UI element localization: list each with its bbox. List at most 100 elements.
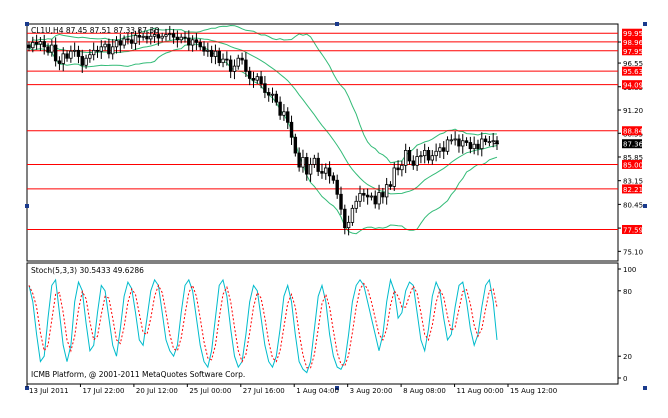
time-tick-label: 8 Aug 08:00	[403, 387, 446, 395]
candle-body	[69, 50, 73, 59]
candle-body	[392, 167, 396, 187]
current-price-label: 87.36	[623, 141, 644, 149]
time-tick-label: 3 Aug 20:00	[350, 387, 393, 395]
candle-body	[316, 157, 320, 172]
candle-body	[38, 41, 43, 45]
level-label: 85.00	[623, 161, 643, 169]
candle-body	[324, 167, 328, 174]
candle-body	[244, 59, 248, 72]
candle-body	[411, 160, 415, 166]
candle-body	[145, 35, 149, 40]
candle-body	[301, 157, 305, 168]
candle-body	[491, 140, 495, 143]
candle-body	[209, 49, 214, 57]
candle-body	[160, 35, 164, 39]
candle-body	[149, 35, 153, 40]
bollinger-lower	[28, 43, 498, 235]
stochastic-signal-line	[28, 282, 498, 369]
candle-body	[168, 33, 172, 36]
candle-body	[423, 149, 427, 157]
candle-body	[377, 192, 381, 205]
candle-body	[286, 111, 290, 123]
candle-body	[198, 42, 202, 48]
level-label-bg	[622, 46, 642, 56]
candle-body	[251, 78, 256, 81]
time-tick-label: 13 Jul 2011	[29, 387, 69, 395]
candle-body	[95, 49, 100, 52]
candle-body	[457, 138, 461, 147]
stochastic-header: Stoch(5,3,3) 30.5433 49.6286	[31, 266, 144, 275]
candle-body	[111, 46, 115, 55]
bollinger-bands	[28, 24, 498, 235]
copyright-text: ICMB Platform, @ 2001-2011 MetaQuotes So…	[31, 370, 245, 379]
candle-body	[61, 53, 65, 64]
candle-body	[434, 150, 438, 157]
candle-body	[362, 193, 366, 196]
selection-marker[interactable]	[25, 204, 29, 208]
candle-body	[358, 193, 362, 202]
candle-body	[369, 195, 374, 198]
level-label: 98.96	[623, 39, 644, 47]
candle-body	[57, 60, 62, 64]
level-label: 88.84	[623, 128, 644, 136]
level-label-bg	[622, 126, 642, 136]
candle-body	[472, 143, 476, 150]
selection-marker[interactable]	[25, 22, 29, 26]
bollinger-upper	[28, 24, 498, 164]
level-label: 99.95	[623, 30, 643, 38]
candle-body	[76, 49, 81, 57]
candle-body	[91, 49, 96, 56]
selection-marker[interactable]	[335, 22, 339, 26]
price-panel-frame	[26, 23, 619, 262]
candle-body	[232, 65, 237, 72]
stochastic-main-line	[28, 277, 498, 374]
candle-body	[137, 35, 142, 38]
candle-body	[384, 184, 389, 198]
candle-body	[343, 208, 347, 229]
selection-marker[interactable]	[643, 204, 647, 208]
candle-body	[171, 33, 176, 38]
selection-marker[interactable]	[643, 386, 647, 390]
candle-body	[487, 141, 492, 144]
candle-body	[365, 194, 370, 198]
candle-body	[282, 111, 286, 116]
selection-marker[interactable]	[25, 386, 29, 390]
candle-body	[80, 56, 84, 66]
candle-body	[480, 138, 484, 150]
indicator-panel-frame	[26, 262, 619, 385]
time-tick-label: 17 Jul 22:00	[82, 387, 124, 395]
candle-body	[270, 93, 275, 96]
stochastic-tick-label: 80	[623, 288, 632, 296]
candle-body	[320, 171, 324, 174]
candle-body	[430, 155, 435, 161]
candle-body	[396, 167, 400, 171]
candle-body	[263, 83, 267, 93]
level-label-bg	[622, 184, 642, 194]
candle-body	[183, 36, 187, 39]
candle-body	[118, 40, 123, 46]
candle-body	[442, 147, 446, 152]
candle-body	[400, 164, 404, 171]
candle-body	[202, 46, 206, 52]
candle-body	[415, 156, 419, 166]
candle-body	[130, 39, 134, 44]
level-label: 97.95	[623, 48, 643, 56]
level-label: 77.59	[623, 226, 643, 234]
time-axis: 13 Jul 2011 17 Jul 22:00 20 Jul 12:00 25 Ju…	[26, 384, 557, 395]
candle-body	[126, 38, 130, 41]
candle-body	[464, 140, 469, 143]
selection-marker[interactable]	[643, 22, 647, 26]
candle-body	[72, 49, 77, 52]
candle-body	[247, 71, 252, 79]
candle-body	[114, 40, 119, 48]
selection-marker[interactable]	[335, 386, 339, 390]
time-tick-label: 1 Aug 04:00	[296, 387, 339, 395]
stochastic-tick-label: 100	[623, 266, 636, 274]
level-label-bg	[622, 159, 642, 169]
candle-body	[107, 43, 111, 55]
level-label-bg	[622, 80, 642, 90]
candle-body	[103, 43, 107, 48]
current-price-bg	[622, 139, 642, 149]
candle-body	[156, 34, 161, 39]
